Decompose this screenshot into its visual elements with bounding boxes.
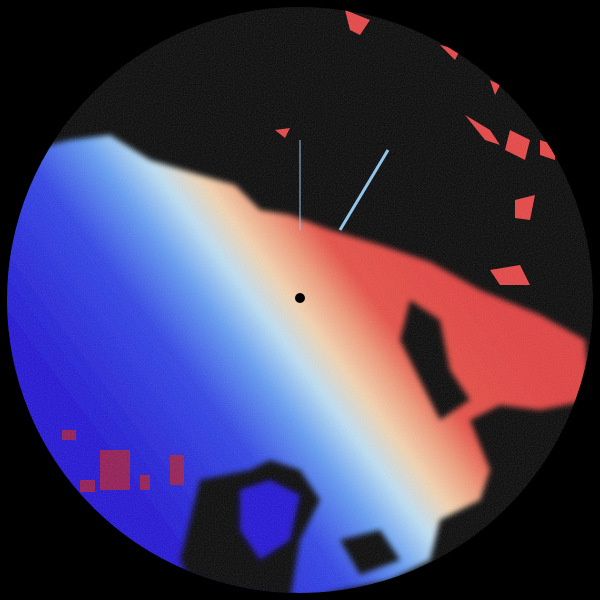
radar-site bbox=[295, 293, 305, 303]
